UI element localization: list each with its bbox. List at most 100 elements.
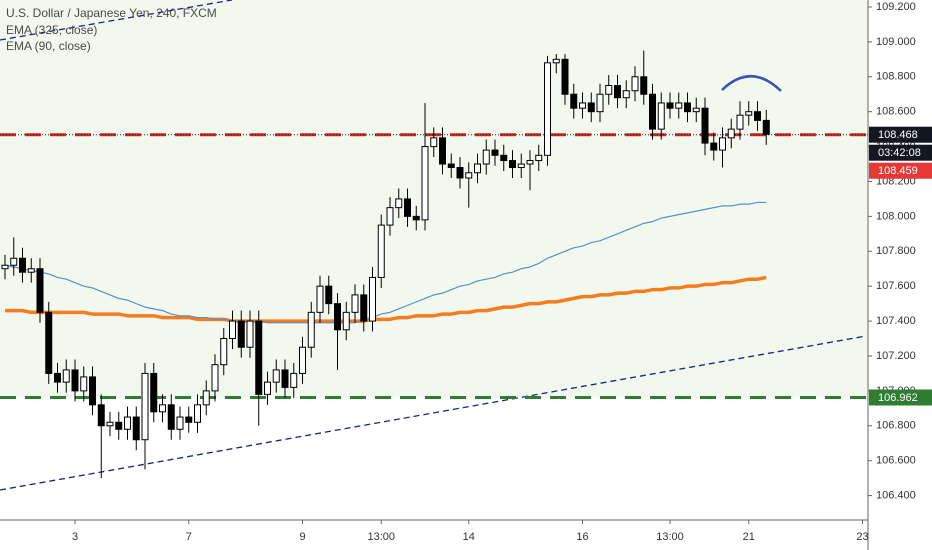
candle-body [614, 85, 621, 99]
candle-body [745, 111, 753, 116]
candle-body [412, 215, 420, 221]
candle-body [281, 369, 289, 388]
plot [0, 50, 868, 479]
candle-body [80, 376, 88, 392]
candle-body [579, 102, 586, 109]
candle-body [89, 376, 96, 406]
y-tick-label: 109.200 [876, 1, 916, 13]
background [0, 0, 868, 398]
candle-body [27, 268, 35, 273]
candle-body [176, 416, 184, 430]
candle-body [640, 76, 648, 95]
candle-body [666, 102, 674, 109]
time-axis [0, 520, 868, 550]
x-tick-label: 9 [299, 531, 305, 543]
last-price-label-box [869, 126, 932, 143]
candle-body [587, 102, 595, 113]
candle-body [596, 93, 604, 113]
chart-title: U.S. Dollar / Japanese Yen, 240, FXCM [6, 6, 217, 20]
candle-body [675, 102, 683, 109]
candle-body [517, 163, 525, 169]
legend-entry: EMA (325, close) [6, 23, 97, 37]
candle-body [395, 198, 403, 209]
candle-body [299, 346, 306, 374]
candle-body [272, 369, 280, 383]
candle-body [124, 416, 131, 430]
candle-body [360, 294, 368, 322]
candle-body [36, 268, 44, 313]
candle-body [719, 137, 726, 151]
y-tick-label: 106.800 [876, 420, 916, 432]
candle-body [430, 137, 438, 148]
candle-body [211, 364, 219, 392]
legend-entry: EMA (90, close) [6, 39, 91, 53]
candle-body [194, 404, 201, 423]
level-label: 106.962 [878, 392, 918, 404]
candle-body [132, 416, 140, 441]
candle-body [544, 62, 551, 156]
x-tick-label: 13:00 [656, 531, 684, 543]
candle-body [290, 372, 298, 388]
candle-body [377, 224, 385, 278]
candle-body [202, 390, 210, 406]
candle-body [1, 264, 9, 270]
candle-body [115, 421, 123, 430]
price-axis [868, 0, 932, 550]
candle-body [439, 137, 446, 165]
candle-body [649, 93, 656, 130]
countdown-label-box [869, 144, 932, 161]
y-tick-label: 106.400 [876, 489, 916, 501]
candle-body [509, 160, 516, 169]
candle-body [351, 294, 359, 313]
candle-body [307, 311, 315, 348]
candle-body [736, 114, 744, 130]
candle-body [474, 163, 481, 174]
last-price-label: 108.468 [878, 129, 918, 141]
candle-body [552, 58, 560, 64]
candle-body [62, 369, 70, 383]
candle-body [404, 198, 411, 217]
y-tick-label: 108.600 [876, 106, 916, 118]
bid-label-box [869, 162, 932, 179]
candle-body [141, 372, 149, 441]
candle-body [106, 421, 114, 427]
x-tick-label: 16 [576, 531, 588, 543]
candle-body [255, 320, 263, 395]
y-tick-label: 108.000 [876, 210, 916, 222]
candle-body [684, 102, 691, 113]
candle-body [150, 372, 158, 413]
candle-body [701, 107, 709, 144]
candle-body [54, 372, 61, 383]
x-tick-label: 13:00 [367, 531, 395, 543]
candle-body [229, 320, 236, 340]
bid-label: 108.459 [878, 165, 918, 177]
y-tick-label: 106.600 [876, 455, 916, 467]
candle-body [237, 320, 245, 348]
candle-body [159, 404, 166, 413]
ema-line [4, 201, 767, 324]
candle-body [710, 142, 718, 151]
candle-body [456, 167, 464, 179]
candle-body [45, 311, 53, 374]
y-tick-label: 107.400 [876, 315, 916, 327]
candle-body [97, 404, 105, 427]
y-tick-label: 107.800 [876, 245, 916, 257]
y-tick-label: 109.000 [876, 36, 916, 48]
candle-body [491, 149, 499, 156]
x-tick-label: 23 [856, 531, 868, 543]
trend-line [0, 335, 867, 491]
shaded-zone [0, 0, 868, 398]
level-label-box [869, 389, 932, 406]
candle-body [71, 369, 79, 392]
y-tick-label: 108.800 [876, 71, 916, 83]
x-tick-label: 21 [743, 531, 755, 543]
candle-body [167, 404, 175, 430]
countdown-label: 03:42:08 [878, 147, 921, 159]
candle-body [605, 85, 613, 95]
candle-body [754, 111, 761, 121]
axes: 106.400106.600106.800107.000107.200107.4… [72, 1, 932, 543]
candle-body [622, 90, 630, 99]
candle-body [692, 107, 700, 113]
y-tick-label: 107.200 [876, 350, 916, 362]
candle-body [316, 285, 324, 313]
